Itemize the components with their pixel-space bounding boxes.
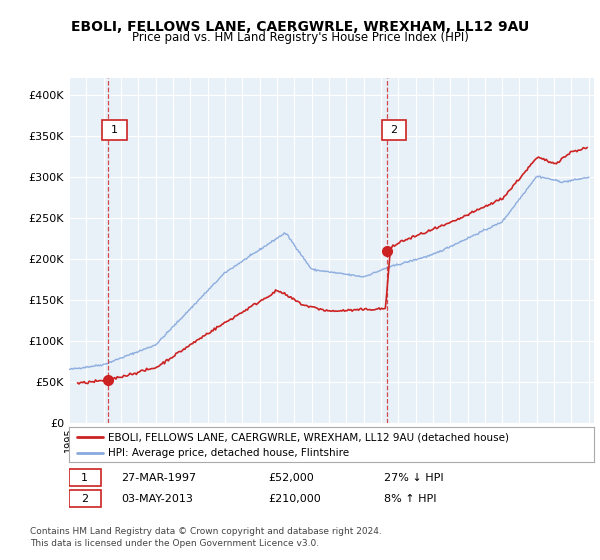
Text: 27% ↓ HPI: 27% ↓ HPI <box>384 473 443 483</box>
Text: This data is licensed under the Open Government Licence v3.0.: This data is licensed under the Open Gov… <box>30 539 319 548</box>
Text: 2: 2 <box>390 125 397 135</box>
Text: 03-MAY-2013: 03-MAY-2013 <box>121 494 193 504</box>
Bar <box>69 469 101 486</box>
Bar <box>103 120 127 140</box>
Text: 1: 1 <box>81 473 88 483</box>
Text: £210,000: £210,000 <box>269 494 321 504</box>
Text: 2: 2 <box>81 494 88 504</box>
Text: EBOLI, FELLOWS LANE, CAERGWRLE, WREXHAM, LL12 9AU: EBOLI, FELLOWS LANE, CAERGWRLE, WREXHAM,… <box>71 20 529 34</box>
Text: Contains HM Land Registry data © Crown copyright and database right 2024.: Contains HM Land Registry data © Crown c… <box>30 528 382 536</box>
Text: 1: 1 <box>111 125 118 135</box>
Text: 27-MAR-1997: 27-MAR-1997 <box>121 473 197 483</box>
Text: £52,000: £52,000 <box>269 473 314 483</box>
Text: Price paid vs. HM Land Registry's House Price Index (HPI): Price paid vs. HM Land Registry's House … <box>131 31 469 44</box>
Text: HPI: Average price, detached house, Flintshire: HPI: Average price, detached house, Flin… <box>109 449 349 458</box>
Bar <box>382 120 406 140</box>
Text: EBOLI, FELLOWS LANE, CAERGWRLE, WREXHAM, LL12 9AU (detached house): EBOLI, FELLOWS LANE, CAERGWRLE, WREXHAM,… <box>109 432 509 442</box>
Text: 8% ↑ HPI: 8% ↑ HPI <box>384 494 437 504</box>
Bar <box>69 490 101 507</box>
